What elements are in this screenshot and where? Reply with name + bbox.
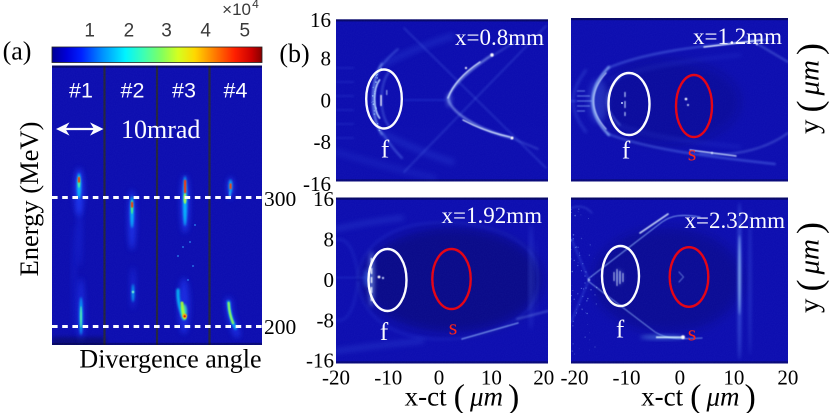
svg-text:3: 3 xyxy=(161,21,172,42)
svg-text:0: 0 xyxy=(434,366,445,390)
svg-text:200: 200 xyxy=(264,315,296,339)
svg-text:0: 0 xyxy=(324,268,335,292)
svg-text:5: 5 xyxy=(240,21,251,42)
svg-text:-16: -16 xyxy=(303,172,331,196)
svg-text:-16: -16 xyxy=(306,349,334,373)
svg-text:300: 300 xyxy=(264,187,296,211)
svg-text:-8: -8 xyxy=(317,309,335,333)
svg-text:-10: -10 xyxy=(374,366,402,390)
svg-text:x-ct(μm): x-ct(μm) xyxy=(641,378,756,413)
svg-text:-20: -20 xyxy=(322,366,350,390)
svg-text:0: 0 xyxy=(675,366,686,390)
svg-text:8: 8 xyxy=(324,228,335,252)
svg-text:4: 4 xyxy=(200,21,211,42)
svg-text:-20: -20 xyxy=(561,366,589,390)
svg-text:16: 16 xyxy=(310,8,331,32)
svg-text:20: 20 xyxy=(533,366,554,390)
svg-text:×10: ×10 xyxy=(222,0,251,19)
svg-text:8: 8 xyxy=(321,46,332,70)
svg-text:Divergence angle: Divergence angle xyxy=(79,345,261,374)
svg-text:-8: -8 xyxy=(314,130,332,154)
svg-text:20: 20 xyxy=(777,366,798,390)
svg-text:2: 2 xyxy=(124,21,135,42)
svg-text:4: 4 xyxy=(252,0,259,11)
svg-text:0: 0 xyxy=(321,89,332,113)
svg-text:(a): (a) xyxy=(3,37,32,66)
svg-text:Energy (MeV): Energy (MeV) xyxy=(14,122,44,277)
svg-text:-10: -10 xyxy=(613,366,641,390)
svg-text:16: 16 xyxy=(313,187,334,211)
svg-text:10: 10 xyxy=(723,366,744,390)
svg-text:(b): (b) xyxy=(279,39,309,68)
svg-text:1: 1 xyxy=(84,21,95,42)
svg-text:x-ct(μm): x-ct(μm) xyxy=(405,378,520,413)
svg-text:10: 10 xyxy=(481,366,502,390)
